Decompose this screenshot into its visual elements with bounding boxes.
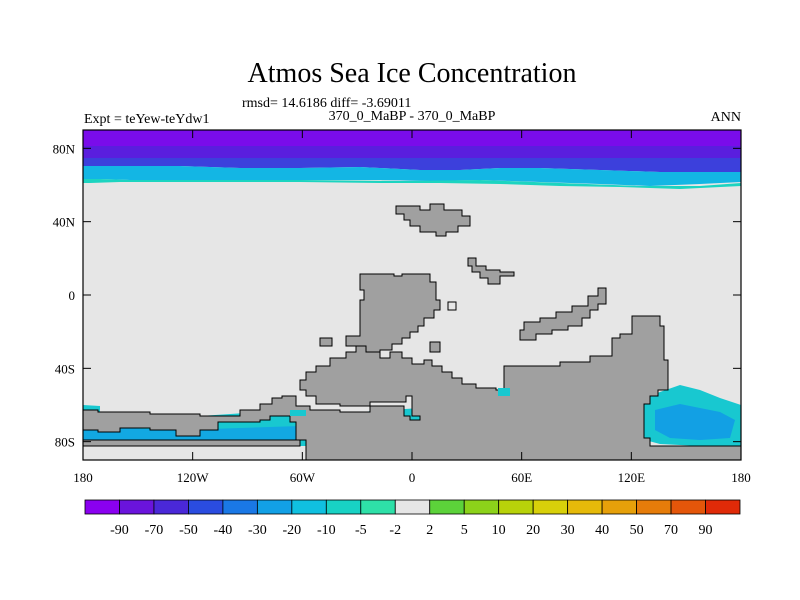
colorbar-label: 50 (630, 523, 644, 538)
lon-tick-label: 180 (731, 470, 751, 485)
colorbar-label: -20 (283, 523, 302, 538)
colorbar-label: -30 (248, 523, 267, 538)
colorbar-swatch (119, 499, 155, 515)
colorbar-label: -70 (145, 523, 164, 538)
longitude-axis: 180 120W 60W 0 60E 120E 180 (73, 130, 751, 485)
colorbar-swatch (601, 499, 637, 515)
landmass-south-main (82, 315, 742, 461)
colorbar-swatch (636, 499, 672, 515)
colorbar-label: 90 (699, 523, 713, 538)
latitude-axis: 80N 40N 0 40S 80S (53, 141, 741, 450)
colorbar-swatch (256, 499, 293, 515)
landmass-east-peninsula (467, 257, 515, 285)
colorbar-label: 20 (526, 523, 540, 538)
lon-tick-label: 120E (618, 470, 646, 485)
colorbar-label: -5 (355, 523, 367, 538)
colorbar-label: -90 (110, 523, 129, 538)
colorbar-label: -2 (389, 523, 401, 538)
lat-tick-label: 80N (53, 141, 76, 156)
lat-tick-label: 80S (55, 435, 75, 450)
colorbar-swatch (222, 499, 258, 515)
colorbar-label: 10 (492, 523, 506, 538)
landmass-south-cap (82, 439, 301, 447)
map-title: Atmos Sea Ice Concentration (248, 58, 577, 89)
colorbar-swatch (153, 499, 189, 515)
colorbar-label: 30 (561, 523, 575, 538)
landmass-island-small (319, 337, 333, 347)
lon-tick-label: 180 (73, 470, 93, 485)
colorbar-label: 70 (664, 523, 678, 538)
colorbar-swatch (532, 499, 569, 515)
colorbar-swatch (291, 499, 327, 515)
lon-tick-label: 120W (177, 470, 210, 485)
landmass-island-a (447, 301, 457, 311)
lon-tick-label: 60W (290, 470, 316, 485)
colorbar: -90 -70 -50 -40 -30 -20 -10 -5 -2 2 5 10 20 30 40 50 70 9… (84, 499, 741, 538)
coastal-field (290, 388, 510, 416)
colorbar-swatch (498, 499, 534, 515)
colorbar-label: -40 (214, 523, 233, 538)
colorbar-swatch (463, 499, 500, 515)
colorbar-label: -10 (317, 523, 336, 538)
colorbar-swatch (705, 499, 741, 515)
stats-text: rmsd= 14.6186 diff= -3.69011 (242, 96, 411, 111)
colorbar-swatch (84, 499, 120, 515)
landmass-north (395, 203, 471, 237)
colorbar-swatch (188, 499, 224, 515)
colorbar-swatch (429, 499, 465, 515)
lat-tick-label: 40S (55, 361, 75, 376)
land-masses (82, 203, 742, 461)
landmass-islet-b (429, 341, 441, 353)
colorbar-swatch (567, 499, 603, 515)
comparison-label: 370_0_MaBP - 370_0_MaBP (329, 109, 496, 124)
colorbar-label: -50 (179, 523, 198, 538)
colorbar-swatch (394, 499, 431, 515)
colorbar-swatch (325, 499, 362, 515)
landmass-west-central (345, 273, 441, 359)
colorbar-label: 40 (595, 523, 609, 538)
colorbar-label: 5 (461, 523, 468, 538)
colorbar-swatch (670, 499, 706, 515)
landmass-east-ridge (519, 287, 607, 341)
arctic-field (83, 130, 741, 189)
experiment-label: Expt = teYew-teYdw1 (84, 112, 209, 127)
colorbar-swatch (360, 499, 396, 515)
lon-tick-label: 0 (409, 470, 416, 485)
lon-tick-label: 60E (511, 470, 532, 485)
map-panel: 180 120W 60W 0 60E 120E 180 80N 40N 0 40S 80S (53, 129, 751, 485)
lat-tick-label: 0 (69, 288, 76, 303)
season-label: ANN (711, 110, 741, 125)
lat-tick-label: 40N (53, 215, 76, 230)
colorbar-label: 2 (426, 523, 433, 538)
